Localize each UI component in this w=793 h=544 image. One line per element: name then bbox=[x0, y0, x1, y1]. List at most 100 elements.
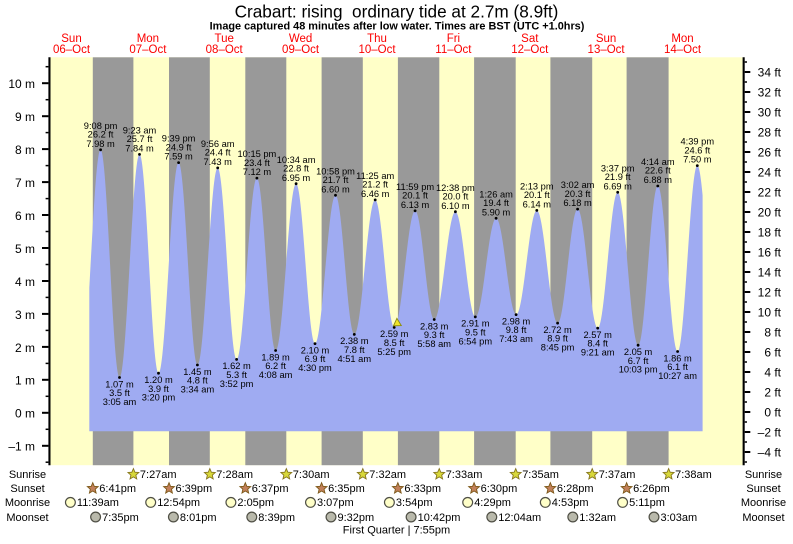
svg-text:25.7 ft: 25.7 ft bbox=[127, 134, 153, 144]
svg-text:0 ft: 0 ft bbox=[764, 406, 781, 420]
svg-text:24 ft: 24 ft bbox=[758, 166, 782, 180]
svg-text:4:30 pm: 4:30 pm bbox=[298, 363, 332, 373]
svg-text:14–Oct: 14–Oct bbox=[664, 44, 702, 56]
svg-text:6:33pm: 6:33pm bbox=[404, 483, 441, 495]
svg-text:5.90 m: 5.90 m bbox=[482, 207, 511, 217]
svg-text:7.50 m: 7.50 m bbox=[683, 155, 712, 165]
svg-text:2.57 m: 2.57 m bbox=[583, 330, 612, 340]
svg-text:7:28am: 7:28am bbox=[216, 469, 253, 481]
svg-text:7:37am: 7:37am bbox=[599, 469, 636, 481]
svg-text:24.6 ft: 24.6 ft bbox=[684, 145, 710, 155]
svg-text:12 ft: 12 ft bbox=[758, 286, 782, 300]
svg-text:20.3 ft: 20.3 ft bbox=[565, 189, 591, 199]
svg-text:9:23 am: 9:23 am bbox=[123, 126, 157, 136]
svg-text:22 ft: 22 ft bbox=[758, 186, 782, 200]
svg-text:7:38am: 7:38am bbox=[675, 469, 712, 481]
svg-text:22.6 ft: 22.6 ft bbox=[645, 166, 671, 176]
svg-text:2.10 m: 2.10 m bbox=[301, 345, 330, 355]
svg-text:1.20 m: 1.20 m bbox=[144, 375, 173, 385]
svg-text:4.8 ft: 4.8 ft bbox=[187, 376, 208, 386]
svg-text:8:39pm: 8:39pm bbox=[258, 512, 295, 524]
svg-text:34 ft: 34 ft bbox=[758, 66, 782, 80]
svg-text:Sunrise: Sunrise bbox=[745, 469, 782, 481]
svg-text:08–Oct: 08–Oct bbox=[206, 44, 244, 56]
svg-text:24.4 ft: 24.4 ft bbox=[205, 148, 231, 158]
svg-text:2 m: 2 m bbox=[15, 341, 35, 355]
svg-text:20.0 ft: 20.0 ft bbox=[442, 191, 468, 201]
svg-text:10 ft: 10 ft bbox=[758, 306, 782, 320]
svg-text:10:15 pm: 10:15 pm bbox=[238, 149, 277, 159]
svg-text:Moonrise: Moonrise bbox=[741, 497, 786, 509]
svg-text:–4 ft: –4 ft bbox=[758, 446, 782, 460]
svg-text:–2 ft: –2 ft bbox=[758, 426, 782, 440]
svg-text:6.14 m: 6.14 m bbox=[523, 200, 552, 210]
svg-text:11:39am: 11:39am bbox=[77, 497, 119, 509]
svg-text:0 m: 0 m bbox=[15, 407, 35, 421]
svg-text:7:35pm: 7:35pm bbox=[102, 512, 139, 524]
svg-text:Mon: Mon bbox=[671, 33, 693, 45]
svg-text:8.5 ft: 8.5 ft bbox=[384, 338, 405, 348]
svg-text:7:30am: 7:30am bbox=[293, 469, 330, 481]
svg-text:10:34 am: 10:34 am bbox=[277, 155, 316, 165]
svg-text:8.4 ft: 8.4 ft bbox=[587, 339, 608, 349]
svg-text:Sat: Sat bbox=[521, 33, 539, 45]
svg-text:6:54 pm: 6:54 pm bbox=[459, 336, 493, 346]
svg-text:Sun: Sun bbox=[596, 33, 616, 45]
svg-text:16 ft: 16 ft bbox=[758, 246, 782, 260]
svg-text:4:39 pm: 4:39 pm bbox=[681, 137, 715, 147]
svg-text:28 ft: 28 ft bbox=[758, 126, 782, 140]
svg-text:6:37pm: 6:37pm bbox=[252, 483, 289, 495]
svg-text:21.2 ft: 21.2 ft bbox=[362, 180, 388, 190]
svg-text:–1 m: –1 m bbox=[8, 440, 35, 454]
svg-text:26 ft: 26 ft bbox=[758, 146, 782, 160]
svg-text:1.45 m: 1.45 m bbox=[183, 367, 212, 377]
svg-text:3:34 am: 3:34 am bbox=[181, 384, 215, 394]
svg-text:6:41pm: 6:41pm bbox=[99, 483, 136, 495]
svg-text:8:01pm: 8:01pm bbox=[180, 512, 217, 524]
svg-text:12–Oct: 12–Oct bbox=[511, 44, 549, 56]
svg-text:7.84 m: 7.84 m bbox=[125, 144, 154, 154]
svg-text:6:30pm: 6:30pm bbox=[481, 483, 518, 495]
svg-text:30 ft: 30 ft bbox=[758, 106, 782, 120]
svg-text:2.38 m: 2.38 m bbox=[340, 336, 369, 346]
svg-text:Image captured 48 minutes afte: Image captured 48 minutes after low wate… bbox=[210, 21, 585, 33]
svg-text:4 m: 4 m bbox=[15, 275, 35, 289]
svg-text:Mon: Mon bbox=[137, 33, 159, 45]
svg-text:6.18 m: 6.18 m bbox=[563, 198, 592, 208]
svg-text:5:25 pm: 5:25 pm bbox=[377, 347, 411, 357]
svg-text:5:58 am: 5:58 am bbox=[417, 339, 451, 349]
svg-text:8.9 ft: 8.9 ft bbox=[547, 334, 568, 344]
svg-text:Fri: Fri bbox=[447, 33, 460, 45]
svg-text:24.9 ft: 24.9 ft bbox=[166, 142, 192, 152]
svg-text:12:04am: 12:04am bbox=[498, 512, 541, 524]
svg-text:1:32am: 1:32am bbox=[579, 512, 616, 524]
svg-text:9:39 pm: 9:39 pm bbox=[162, 134, 196, 144]
svg-text:10–Oct: 10–Oct bbox=[358, 44, 396, 56]
svg-text:32 ft: 32 ft bbox=[758, 86, 782, 100]
svg-text:2:13 pm: 2:13 pm bbox=[520, 182, 554, 192]
svg-text:7:27am: 7:27am bbox=[140, 469, 177, 481]
svg-text:3:52 pm: 3:52 pm bbox=[220, 379, 254, 389]
svg-text:2.98 m: 2.98 m bbox=[502, 316, 531, 326]
svg-text:Crabart: rising ordinary tide: Crabart: rising ordinary tide at 2.7m (8… bbox=[235, 1, 559, 21]
svg-text:1:26 am: 1:26 am bbox=[479, 189, 513, 199]
svg-text:3.5 ft: 3.5 ft bbox=[109, 388, 130, 398]
svg-text:12:54pm: 12:54pm bbox=[157, 497, 200, 509]
svg-text:6.60 m: 6.60 m bbox=[321, 184, 350, 194]
svg-text:7.43 m: 7.43 m bbox=[203, 157, 232, 167]
svg-text:6.10 m: 6.10 m bbox=[441, 201, 470, 211]
svg-text:8 ft: 8 ft bbox=[764, 326, 781, 340]
svg-text:4:51 am: 4:51 am bbox=[338, 354, 372, 364]
svg-text:Wed: Wed bbox=[289, 33, 312, 45]
svg-text:Moonrise: Moonrise bbox=[5, 497, 50, 509]
svg-text:3 m: 3 m bbox=[15, 308, 35, 322]
svg-text:6 ft: 6 ft bbox=[764, 346, 781, 360]
svg-text:12:38 pm: 12:38 pm bbox=[436, 183, 475, 193]
svg-text:Tue: Tue bbox=[215, 33, 234, 45]
svg-text:2.72 m: 2.72 m bbox=[543, 325, 572, 335]
svg-text:6.9 ft: 6.9 ft bbox=[305, 354, 326, 364]
svg-text:8 m: 8 m bbox=[15, 143, 35, 157]
svg-text:9:56 am: 9:56 am bbox=[201, 139, 235, 149]
svg-text:1.89 m: 1.89 m bbox=[261, 352, 290, 362]
svg-text:10 m: 10 m bbox=[8, 77, 35, 91]
